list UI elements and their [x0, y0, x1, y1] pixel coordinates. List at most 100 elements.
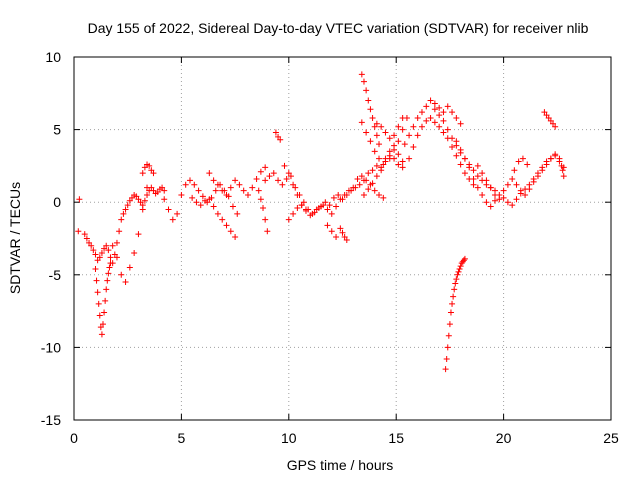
series-8 [255, 187, 271, 235]
data-point [457, 120, 464, 127]
data-point [257, 168, 264, 175]
data-point [365, 186, 372, 193]
data-point [444, 126, 451, 133]
data-point [169, 216, 176, 223]
data-point [452, 280, 459, 287]
data-point [107, 260, 114, 267]
data-point [191, 181, 198, 188]
data-point [522, 191, 529, 198]
series-23 [442, 255, 468, 373]
data-point [457, 263, 464, 270]
series-26 [511, 155, 531, 174]
data-point [474, 184, 481, 191]
data-point [474, 162, 481, 169]
y-tick-label: -5 [49, 267, 62, 283]
data-point [466, 164, 473, 171]
data-point [461, 255, 468, 262]
data-point [104, 277, 111, 284]
data-point [326, 202, 333, 209]
data-point [556, 155, 563, 162]
data-point [260, 205, 267, 212]
data-point [302, 206, 309, 213]
data-point [244, 191, 251, 198]
data-point [443, 356, 450, 363]
x-tick-label: 15 [388, 430, 404, 446]
data-point [76, 196, 83, 203]
data-point [105, 270, 112, 277]
data-point [371, 187, 378, 194]
data-point [285, 170, 292, 177]
series-9 [272, 129, 284, 143]
data-point [395, 123, 402, 130]
data-point [496, 196, 503, 203]
data-point [290, 181, 297, 188]
data-point [333, 203, 340, 210]
data-point [509, 202, 516, 209]
x-tick-label: 25 [603, 430, 619, 446]
data-point [450, 293, 457, 300]
data-point [113, 239, 120, 246]
data-point [492, 191, 499, 198]
data-point [92, 251, 99, 258]
data-point [210, 203, 217, 210]
data-point [320, 202, 327, 209]
data-point [350, 184, 357, 191]
data-point [446, 321, 453, 328]
data-point [552, 151, 559, 158]
data-point [363, 87, 370, 94]
data-point [328, 210, 335, 217]
data-point [122, 279, 129, 286]
data-point [558, 162, 565, 169]
data-point [436, 112, 443, 119]
data-point [453, 276, 460, 283]
data-point [500, 187, 507, 194]
data-point [406, 155, 413, 162]
data-point [358, 173, 365, 180]
data-point [131, 250, 138, 257]
data-point [210, 177, 217, 184]
data-point [266, 173, 273, 180]
data-point [479, 170, 486, 177]
data-point [470, 181, 477, 188]
series-21 [406, 114, 477, 188]
data-point [103, 286, 110, 293]
data-point [451, 286, 458, 293]
data-point [500, 194, 507, 201]
data-point [328, 228, 335, 235]
data-point [376, 191, 383, 198]
data-point [376, 155, 383, 162]
data-point [88, 242, 95, 249]
series-19 [386, 114, 410, 162]
data-point [109, 242, 116, 249]
data-point [539, 167, 546, 174]
data-point [519, 155, 526, 162]
data-point [341, 191, 348, 198]
data-point [189, 194, 196, 201]
y-tick-label: -10 [41, 339, 61, 355]
series-4 [139, 161, 157, 177]
data-point [418, 109, 425, 116]
series-2 [92, 260, 114, 338]
data-point [543, 161, 550, 168]
data-point [202, 197, 209, 204]
data-point [363, 177, 370, 184]
y-tick-label: -15 [41, 412, 61, 428]
data-point [453, 114, 460, 121]
series-27 [541, 109, 559, 130]
data-point [461, 155, 468, 162]
data-point [335, 191, 342, 198]
data-point [414, 132, 421, 139]
data-point [135, 231, 142, 238]
data-point [236, 181, 243, 188]
series-1 [81, 184, 168, 267]
data-point [427, 97, 434, 104]
data-point [444, 344, 451, 351]
data-point [513, 196, 520, 203]
data-point [98, 331, 105, 338]
data-point [333, 234, 340, 241]
data-point [182, 181, 189, 188]
data-point [378, 164, 385, 171]
data-point [81, 231, 88, 238]
data-point [212, 187, 219, 194]
series-13 [324, 222, 340, 241]
